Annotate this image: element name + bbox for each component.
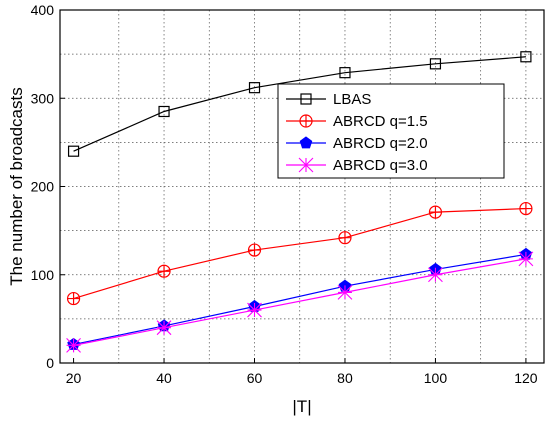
marker-cross [338,231,351,244]
marker-square [300,93,312,105]
x-tick-label: 40 [156,370,172,386]
legend-item: ABRCD q=2.0 [286,135,428,152]
marker-cross [248,244,261,257]
marker-star [518,251,534,267]
legend-item: LBAS [286,91,371,108]
marker-cross [158,265,171,278]
marker-star [428,267,443,283]
marker-circle-plus [66,291,81,306]
marker-circle-plus [428,205,443,219]
series-4 [66,251,534,353]
legend-label: ABRCD q=1.5 [333,113,428,130]
marker-star [337,285,353,300]
legend-label: ABRCD q=3.0 [333,157,428,174]
x-tick-label: 80 [337,370,353,386]
legend-label: ABRCD q=2.0 [333,135,428,152]
marker-circle-plus [338,231,352,245]
series-3 [67,247,533,350]
series-line [73,56,526,152]
x-tick-label: 120 [514,370,538,386]
y-tick-label: 300 [31,90,55,106]
marker-cross [429,206,442,219]
marker-circle-plus [299,114,313,128]
x-tick-label: 100 [424,370,448,386]
legend-label: LBAS [333,91,371,108]
y-axis-ticks: 0 100 200 300 400 [31,2,65,371]
x-axis-label: |T| [292,397,311,416]
y-tick-label: 0 [46,355,54,371]
y-tick-label: 400 [31,2,55,18]
marker-square [520,51,532,63]
marker-star [66,337,81,353]
legend-item: ABRCD q=1.5 [286,113,428,130]
plot-frame [59,9,545,364]
series-2 [66,201,533,306]
marker-star [298,157,314,173]
series-line [73,253,527,346]
marker-square [339,67,351,79]
legend-item: ABRCD q=3.0 [286,157,428,174]
series-line [73,258,527,346]
marker-star [156,320,172,336]
x-tick-label: 60 [247,370,263,386]
legend: LBAS ABRCD q=1.5 ABRCD q=2.0 ABRCD q=3.0 [277,83,505,179]
marker-square [248,82,261,94]
y-tick-label: 200 [31,179,55,195]
marker-square [429,58,442,70]
legend-box [277,83,505,179]
marker-pentagon [299,136,313,149]
grid-lines [60,10,544,363]
x-tick-label: 20 [66,370,82,386]
marker-circle-plus [247,243,262,257]
marker-circle-plus [519,201,533,216]
marker-cross [519,202,532,215]
marker-square [67,145,80,157]
series-line [73,207,526,300]
x-axis-ticks: 20 40 60 80 100 120 [66,358,538,386]
y-axis-label: The number of broadcasts [7,87,26,285]
series-1 [67,51,532,157]
marker-star [247,302,262,318]
marker-square [158,105,170,118]
y-tick-label: 100 [31,267,55,283]
marker-cross [67,292,80,305]
marker-cross [300,115,312,127]
series-layer [66,51,534,353]
marker-circle-plus [157,264,171,278]
